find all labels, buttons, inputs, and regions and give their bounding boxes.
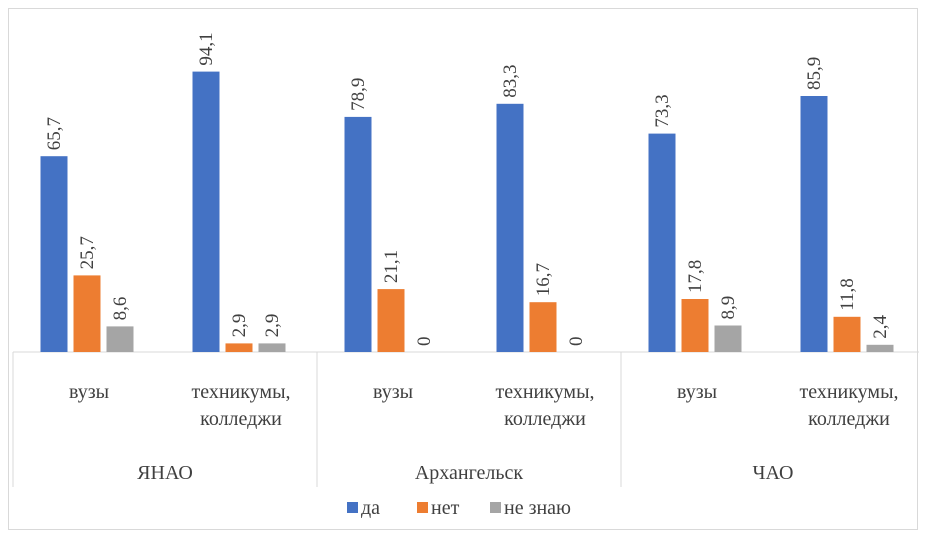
- category-label: техникумы,: [191, 381, 290, 403]
- legend-label: не знаю: [504, 497, 571, 519]
- legend-swatch-2: [490, 502, 501, 513]
- bar-да-3: [496, 103, 524, 352]
- data-label: 17,8: [685, 260, 706, 293]
- legend-label: да: [361, 497, 380, 519]
- category-label: вузы: [373, 381, 413, 403]
- category-label: колледжи: [808, 408, 890, 430]
- data-label: 16,7: [533, 263, 554, 296]
- legend-label: нет: [431, 497, 460, 519]
- data-label: 78,9: [348, 78, 369, 111]
- legend-swatch-0: [347, 502, 358, 513]
- data-label: 8,9: [718, 296, 739, 320]
- data-label: 94,1: [196, 32, 217, 65]
- bar-да-5: [800, 96, 828, 352]
- data-label: 65,7: [44, 117, 65, 150]
- bar-не-знаю-0: [106, 326, 134, 352]
- bar-нет-1: [225, 343, 253, 352]
- data-label: 0: [414, 337, 435, 347]
- category-label: колледжи: [200, 408, 282, 430]
- category-label: колледжи: [504, 408, 586, 430]
- data-label: 83,3: [500, 65, 521, 98]
- data-label: 25,7: [77, 236, 98, 269]
- category-label: вузы: [69, 381, 109, 403]
- category-label: техникумы,: [799, 381, 898, 403]
- group-label: Архангельск: [415, 462, 524, 484]
- legend-swatch-1: [417, 502, 428, 513]
- data-label: 2,4: [870, 315, 891, 339]
- bar-нет-0: [73, 275, 101, 352]
- bar-да-4: [648, 133, 676, 352]
- bar-не-знаю-4: [714, 325, 742, 352]
- data-label: 11,8: [837, 278, 858, 311]
- bar-да-0: [40, 156, 68, 352]
- category-label: техникумы,: [495, 381, 594, 403]
- data-label: 2,9: [262, 314, 283, 338]
- data-label: 85,9: [804, 57, 825, 90]
- bar-не-знаю-5: [866, 344, 894, 352]
- bar-да-1: [192, 71, 220, 352]
- data-label: 73,3: [652, 94, 673, 127]
- group-label: ЧАО: [753, 462, 794, 484]
- bar-нет-5: [833, 316, 861, 352]
- data-label: 21,1: [381, 250, 402, 283]
- bar-нет-4: [681, 299, 709, 352]
- bar-нет-2: [377, 289, 405, 352]
- chart-frame: 65,7 25,7 8,6 вузы 94,1 2,9 2,9 техникумы, колле…: [8, 8, 919, 530]
- data-label: 0: [566, 337, 587, 347]
- data-label: 8,6: [110, 297, 131, 321]
- bar-chart: 65,7 25,7 8,6 вузы 94,1 2,9 2,9 техникумы, колле…: [12, 32, 919, 519]
- category-label: вузы: [677, 381, 717, 403]
- bar-да-2: [344, 116, 372, 353]
- data-label: 2,9: [229, 314, 250, 338]
- bar-не-знаю-1: [258, 343, 286, 352]
- bar-нет-3: [529, 302, 557, 352]
- group-label: ЯНАО: [137, 462, 193, 484]
